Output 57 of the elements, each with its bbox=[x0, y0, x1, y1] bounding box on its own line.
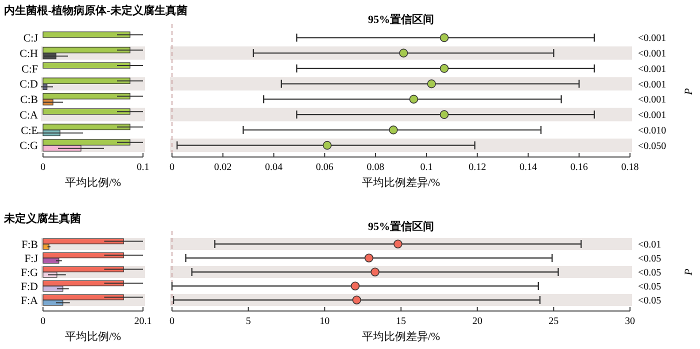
text: <0.010 bbox=[638, 125, 666, 136]
x-axis-title: 平均比例差异/% bbox=[362, 176, 440, 189]
x-axis-title: 平均比例/% bbox=[64, 176, 122, 189]
y-tick-label: F:D bbox=[20, 280, 38, 293]
y-tick-label: F:G bbox=[20, 266, 38, 279]
x-tick-label: 0.02 bbox=[214, 162, 232, 173]
text: <0.05 bbox=[638, 268, 662, 278]
x-tick-label: 0.1 bbox=[136, 162, 150, 173]
text: <0.05 bbox=[638, 296, 662, 306]
x-tick-label: 20 bbox=[472, 316, 482, 327]
text: <0.001 bbox=[638, 110, 666, 122]
x-tick-label: 0.14 bbox=[519, 162, 537, 173]
x-tick-label: 0.12 bbox=[468, 162, 486, 173]
x-tick-label: 0.16 bbox=[570, 162, 588, 173]
text: <0.001 bbox=[638, 94, 666, 106]
y-tick-label: F:B bbox=[21, 238, 38, 251]
x-tick-label: 15 bbox=[396, 316, 406, 327]
x-tick-label: 5 bbox=[246, 316, 251, 327]
x-tick-label: 0 bbox=[170, 162, 174, 173]
text: <0.05 bbox=[638, 282, 662, 292]
x-tick-label: 0 bbox=[40, 316, 46, 327]
x-tick-label: 0.06 bbox=[316, 162, 334, 173]
x-axis-title: 平均比例/% bbox=[64, 330, 122, 343]
y-tick-label: C:F bbox=[21, 63, 38, 76]
x-tick-label: 20.1 bbox=[134, 316, 152, 327]
chart-title: 内生菌根-植物病原体-未定义腐生真菌 bbox=[4, 4, 188, 17]
text: <0.05 bbox=[638, 254, 662, 264]
text: <0.001 bbox=[638, 48, 666, 60]
y-tick-label: C:H bbox=[20, 48, 38, 60]
x-tick-label: 0.1 bbox=[420, 162, 433, 173]
x-axis-title: 平均比例差异/% bbox=[362, 330, 440, 343]
y2-axis-title: P bbox=[683, 88, 695, 96]
chart-title: 95%置信区间 bbox=[368, 220, 434, 233]
y-tick-label: C:E bbox=[20, 124, 38, 137]
x-tick-label: 0.04 bbox=[265, 162, 283, 173]
x-tick-label: 0.18 bbox=[621, 162, 639, 173]
x-tick-label: 0 bbox=[40, 162, 46, 173]
y-tick-label: C:B bbox=[20, 94, 38, 106]
y-tick-label: F:A bbox=[20, 294, 38, 307]
y-tick-label: C:A bbox=[20, 109, 38, 122]
text: <0.001 bbox=[638, 64, 666, 75]
y-tick-label: C:J bbox=[23, 32, 39, 45]
y2-axis-title: P bbox=[683, 268, 695, 276]
y-tick-label: C:G bbox=[20, 140, 38, 152]
text: <0.001 bbox=[638, 33, 666, 44]
x-tick-label: 10 bbox=[320, 316, 330, 327]
text: <0.001 bbox=[638, 79, 666, 90]
x-tick-label: 25 bbox=[548, 316, 559, 327]
x-tick-label: 0.08 bbox=[366, 162, 384, 173]
text: <0.01 bbox=[638, 240, 662, 250]
x-tick-label: 30 bbox=[625, 316, 635, 327]
y-tick-label: C:D bbox=[20, 78, 38, 91]
y-tick-label: F:J bbox=[24, 252, 39, 265]
chart-title: 95%置信区间 bbox=[368, 13, 434, 26]
chart-title: 未定义腐生真菌 bbox=[3, 212, 81, 225]
x-tick-label: 0 bbox=[170, 316, 174, 327]
text: <0.050 bbox=[638, 140, 666, 152]
